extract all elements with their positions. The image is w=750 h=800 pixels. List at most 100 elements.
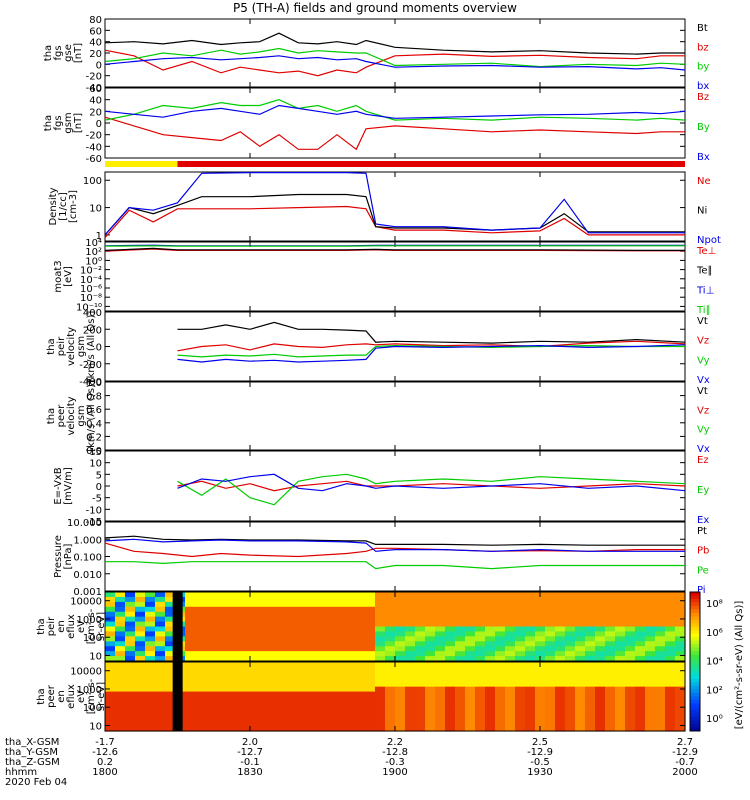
legend-Vz: Vz — [697, 336, 709, 347]
heatmap-cell — [205, 626, 216, 633]
heatmap-cell — [385, 686, 396, 693]
heatmap-cell — [445, 711, 456, 717]
heatmap-cell — [585, 631, 596, 637]
heatmap-cell — [615, 656, 626, 662]
heatmap-cell — [425, 681, 436, 688]
y-tick-label: 10000 — [70, 597, 102, 608]
heatmap-cell — [575, 611, 586, 618]
heatmap-cell — [285, 621, 296, 628]
legend-Vt: Vt — [697, 316, 708, 327]
heatmap-cell — [645, 686, 656, 693]
heatmap-cell — [125, 616, 136, 623]
heatmap-cell — [575, 596, 586, 603]
heatmap-cell — [645, 721, 656, 727]
heatmap-cell — [215, 711, 226, 717]
heatmap-cell — [245, 676, 256, 683]
heatmap-cell — [455, 606, 466, 613]
heatmap-cell — [125, 592, 136, 598]
heatmap-cell — [165, 686, 176, 693]
heatmap-cell — [305, 666, 316, 673]
heatmap-cell — [195, 596, 206, 603]
heatmap-cell — [565, 601, 576, 608]
heatmap-cell — [655, 646, 666, 652]
heatmap-cell — [435, 701, 446, 707]
heatmap-cell — [185, 671, 196, 678]
heatmap-cell — [315, 711, 326, 717]
heatmap-cell — [615, 726, 626, 732]
y-axis-title: [nT] — [73, 113, 84, 133]
heatmap-cell — [145, 601, 156, 608]
heatmap-cell — [105, 676, 116, 683]
heatmap-cell — [465, 681, 476, 688]
heatmap-cell — [665, 666, 676, 673]
heatmap-cell — [265, 601, 276, 608]
heatmap-cell — [145, 726, 156, 732]
heatmap-cell — [575, 676, 586, 683]
footer-value: 1830 — [237, 767, 262, 778]
heatmap-cell — [415, 701, 426, 707]
y-axis-title: [cm²-s- — [86, 608, 97, 644]
heatmap-cell — [155, 686, 166, 693]
heatmap-cell — [625, 706, 636, 712]
heatmap-cell — [225, 701, 236, 707]
heatmap-cell — [325, 726, 336, 732]
heatmap-cell — [645, 616, 656, 623]
heatmap-cell — [385, 662, 396, 668]
heatmap-cell — [515, 611, 526, 618]
footer-value: 2.0 — [242, 737, 258, 748]
heatmap-cell — [145, 686, 156, 693]
y-tick-label: -60 — [86, 154, 102, 165]
heatmap-cell — [435, 706, 446, 712]
y-axis-title: [cm²-s- — [86, 678, 97, 714]
legend-Vy: Vy — [697, 425, 710, 436]
heatmap-cell — [625, 626, 636, 633]
heatmap-cell — [645, 621, 656, 628]
heatmap-cell — [155, 696, 166, 703]
heatmap-cell — [665, 726, 676, 732]
heatmap-cell — [485, 711, 496, 717]
heatmap-cell — [155, 606, 166, 613]
colorbar-segment — [690, 671, 700, 676]
heatmap-cell — [365, 696, 376, 703]
y-tick-label: 1.000 — [73, 535, 102, 546]
heatmap-cell — [365, 631, 376, 637]
colorbar-segment — [690, 598, 700, 603]
heatmap-cell — [435, 691, 446, 698]
heatmap-cell — [165, 621, 176, 628]
heatmap-cell — [295, 596, 306, 603]
heatmap-cell — [125, 686, 136, 693]
heatmap-cell — [285, 636, 296, 642]
colorbar-segment — [690, 710, 700, 715]
legend-Vx: Vx — [697, 444, 710, 455]
heatmap-cell — [265, 691, 276, 698]
heatmap-cell — [105, 631, 116, 637]
colorbar-label: [eV/(cm²-s-sr-eV) (All Qs)] — [734, 601, 745, 730]
heatmap-cell — [675, 666, 686, 673]
heatmap-cell — [615, 611, 626, 618]
heatmap-cell — [595, 716, 606, 722]
heatmap-cell — [605, 701, 616, 707]
heatmap-cell — [495, 606, 506, 613]
heatmap-cell — [225, 651, 236, 657]
heatmap-cell — [675, 626, 686, 633]
heatmap-cell — [475, 616, 486, 623]
heatmap-cell — [595, 636, 606, 642]
heatmap-cell — [555, 592, 566, 598]
heatmap-cell — [395, 716, 406, 722]
heatmap-cell — [325, 592, 336, 598]
heatmap-cell — [415, 671, 426, 678]
heatmap-cell — [155, 716, 166, 722]
legend-Te⊥: Te⊥ — [696, 246, 716, 257]
heatmap-cell — [115, 716, 126, 722]
heatmap-cell — [505, 711, 516, 717]
heatmap-cell — [275, 616, 286, 623]
y-axis-title: gsm — [76, 405, 87, 426]
heatmap-cell — [665, 711, 676, 717]
heatmap-cell — [145, 656, 156, 662]
heatmap-cell — [385, 641, 396, 647]
heatmap-cell — [355, 726, 366, 732]
heatmap-cell — [395, 616, 406, 623]
heatmap-cell — [555, 726, 566, 732]
y-tick-label: 40 — [89, 96, 102, 107]
heatmap-cell — [545, 696, 556, 703]
